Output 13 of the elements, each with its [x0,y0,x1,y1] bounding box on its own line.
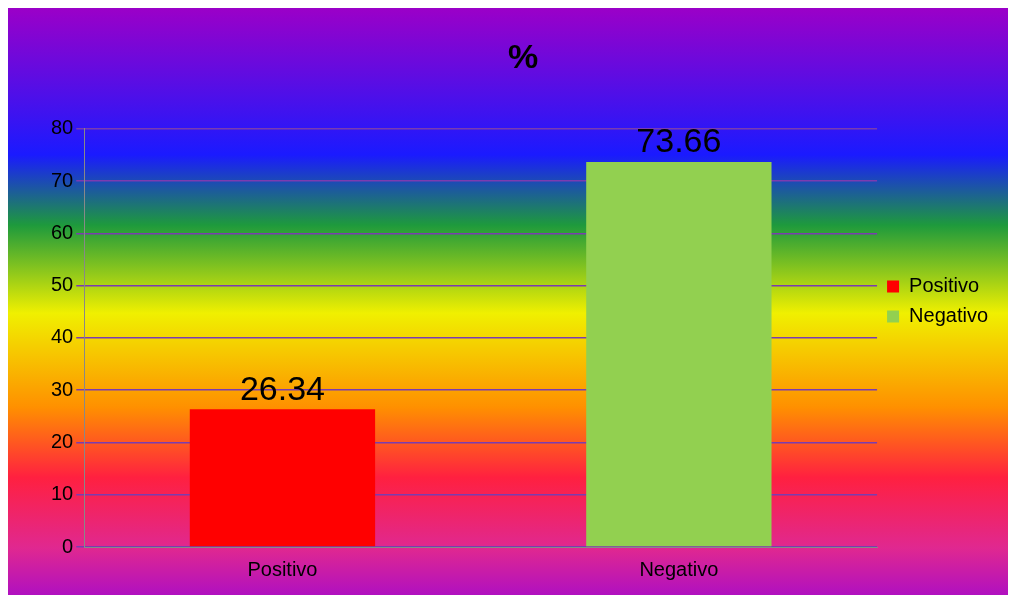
legend-label: Negativo [909,304,988,327]
y-tick-label: 60 [51,220,74,243]
y-tick-label: 20 [51,429,74,452]
y-tick-label: 80 [51,116,74,139]
y-tick-label: 70 [51,168,74,191]
y-tick-label: 0 [62,534,74,557]
data-label: 73.66 [636,121,722,160]
y-tick-label: 10 [51,482,74,505]
y-tick-label: 50 [51,273,74,296]
chart-title: % [507,36,539,75]
y-tick-label: 30 [51,377,74,400]
y-tick-label: 40 [51,325,74,348]
legend-label: Positivo [909,274,980,297]
